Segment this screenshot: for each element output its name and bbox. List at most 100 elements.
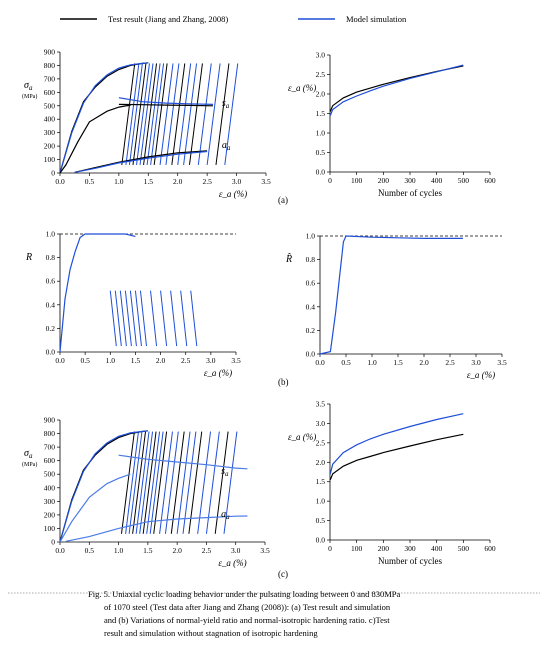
cycle-line <box>224 63 239 165</box>
series-line-test <box>59 104 131 174</box>
cycle-line <box>160 290 168 347</box>
y-tick-label: 3.5 <box>316 400 326 409</box>
x-tick-label: 3.0 <box>231 546 241 555</box>
cycle-line <box>128 63 143 165</box>
legend-model-label: Model simulation <box>346 14 407 24</box>
y-tick-label: 0.5 <box>316 516 326 525</box>
cycle-line <box>125 431 139 534</box>
x-tick-label: 0.0 <box>55 177 65 186</box>
x-tick-label: 300 <box>404 544 416 553</box>
x-tick-label: 100 <box>351 176 363 185</box>
cycle-line <box>142 431 157 534</box>
cycle-line <box>164 431 179 534</box>
cycle-line <box>197 63 212 165</box>
series-line-model_light <box>118 454 248 470</box>
cycle-line <box>119 290 127 347</box>
cycle-line <box>153 431 168 534</box>
y-tick-label: 0 <box>51 538 55 547</box>
series-line-model <box>329 64 464 116</box>
y-tick-label: 0.8 <box>306 255 316 264</box>
x-tick-label: 200 <box>378 176 390 185</box>
series-line-model <box>319 235 463 355</box>
y-tick-label: 0.0 <box>306 350 316 359</box>
y-tick-label: 0.5 <box>316 148 326 157</box>
series-line-test <box>329 65 464 112</box>
cycle-line <box>190 290 198 347</box>
series-line-model_light <box>65 515 248 542</box>
panel-label-a: (a) <box>278 195 288 205</box>
x-tick-label: 400 <box>431 176 443 185</box>
cycle-line <box>170 290 178 347</box>
x-tick-label: 3.5 <box>261 177 271 186</box>
caption-line-4: result and simulation without stagnation… <box>104 628 318 638</box>
series-line-model <box>59 62 149 174</box>
cycle-line <box>124 290 132 347</box>
cycle-line <box>143 63 158 165</box>
x-axis-label: Number of cycles <box>378 188 442 198</box>
x-axis-label: ε_a (%) <box>218 558 246 568</box>
cycle-line <box>136 63 150 165</box>
chart-b-left: 0.0 0.5 1.0 1.5 2.0 2.5 3.0 3.5 0.0 0.2 0.4 0.6 0.8 1… <box>25 230 241 379</box>
series-line-model <box>59 430 148 543</box>
annotation-sa: sa <box>222 98 230 110</box>
y-tick-label: 0.0 <box>316 536 326 545</box>
cycle-line <box>135 431 150 534</box>
y-tick-label: 0.4 <box>46 300 56 309</box>
panel-label-b: (b) <box>278 377 289 387</box>
chart-b-right: 0.0 0.5 1.0 1.5 2.0 2.5 3.0 3.5 0.0 0.2 0.4 0.6 0.8 1… <box>285 232 507 381</box>
x-tick-label: 0.0 <box>315 358 325 367</box>
y-tick-label: 500 <box>44 470 56 479</box>
y-tick-label: 2.0 <box>316 90 326 99</box>
x-tick-label: 3.0 <box>471 358 481 367</box>
x-tick-label: 1.5 <box>131 356 141 365</box>
x-tick-label: 0 <box>328 176 332 185</box>
series-line-test <box>329 433 464 481</box>
cycle-line <box>170 431 185 534</box>
x-tick-label: 0.5 <box>80 356 90 365</box>
cycle-line <box>125 63 140 165</box>
series-line-model_light <box>59 473 131 543</box>
y-tick-label: 0.6 <box>306 279 316 288</box>
y-tick-label: 200 <box>44 510 56 519</box>
y-tick-label: 400 <box>44 115 56 124</box>
y-tick-label: 900 <box>44 48 56 57</box>
y-tick-label: 0.2 <box>306 326 316 335</box>
y-axis-unit: (MPa) <box>22 461 37 468</box>
x-axis-label: ε_a (%) <box>204 368 232 378</box>
cycle-line <box>134 290 142 347</box>
y-tick-label: 1.0 <box>316 129 326 138</box>
x-tick-label: 500 <box>458 544 470 553</box>
x-tick-label: 2.5 <box>202 546 212 555</box>
cycle-line <box>128 431 143 534</box>
x-tick-label: 0.0 <box>55 356 65 365</box>
x-tick-label: 0.5 <box>341 358 351 367</box>
x-tick-label: 2.0 <box>173 177 183 186</box>
y-tick-label: 0.0 <box>316 168 326 177</box>
legend-test-label: Test result (Jiang and Zhang, 2008) <box>108 14 228 24</box>
y-tick-label: 900 <box>44 416 56 425</box>
x-tick-label: 1.0 <box>106 356 116 365</box>
figure-caption: Fig. 5. Uniaxial cyclic loading behavior… <box>8 589 540 638</box>
x-tick-label: 2.5 <box>445 358 455 367</box>
x-axis-label: Number of cycles <box>378 556 442 566</box>
y-tick-label: 300 <box>44 497 56 506</box>
y-tick-label: 800 <box>44 429 56 438</box>
x-tick-label: 2.5 <box>181 356 191 365</box>
x-tick-label: 3.5 <box>231 356 241 365</box>
y-axis-label: σa <box>24 448 33 460</box>
x-tick-label: 0.5 <box>85 177 95 186</box>
cycle-line <box>150 290 158 347</box>
caption-line-3: and (b) Variations of normal-yield ratio… <box>104 615 390 625</box>
cycle-line <box>183 63 198 165</box>
cycle-line <box>188 63 203 165</box>
annotation-aa: aa <box>221 509 230 521</box>
x-tick-label: 1.0 <box>367 358 377 367</box>
y-tick-label: 2.5 <box>316 438 326 447</box>
y-axis-label: ε_a (%) <box>288 83 316 93</box>
y-tick-label: 100 <box>44 524 56 533</box>
x-tick-label: 300 <box>404 176 416 185</box>
chart-c-left: 0.0 0.5 1.0 1.5 2.0 2.5 3.0 3.5 0 100 200 300 400 500… <box>22 416 270 569</box>
cycle-line <box>171 63 186 165</box>
y-tick-label: 700 <box>44 443 56 452</box>
